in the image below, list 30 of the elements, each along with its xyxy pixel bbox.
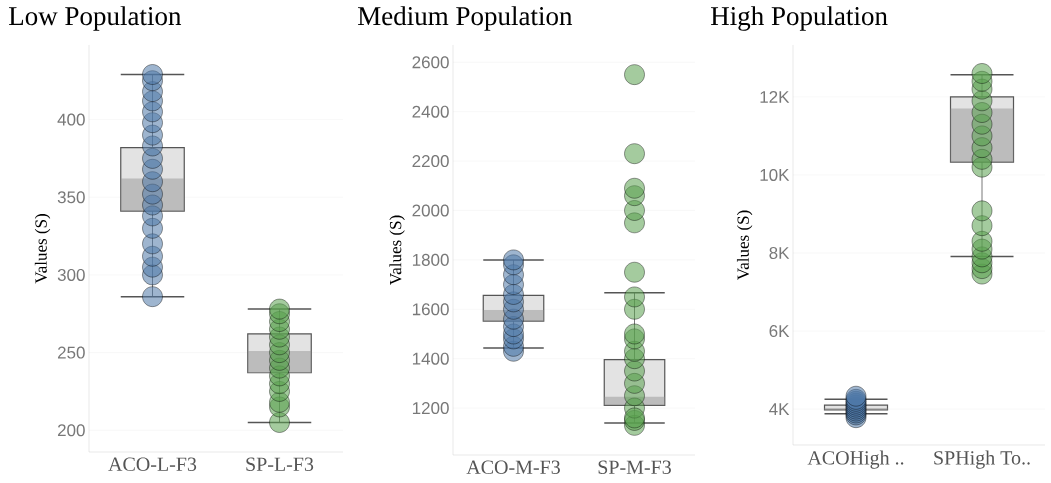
y-axis-title: Values (S): [34, 214, 51, 284]
y-tick-label: 2000: [412, 204, 449, 217]
y-tick-label: 1200: [412, 402, 449, 415]
y-tick-label: 2600: [412, 56, 449, 69]
y-tick-label: 10K: [760, 168, 790, 181]
x-tick-label: ACO-L-F3: [108, 457, 197, 471]
y-tick-label: 250: [57, 346, 85, 359]
chart-title: High Population: [710, 6, 888, 31]
chart-title: Low Population: [8, 6, 182, 31]
y-tick-label: 200: [57, 424, 85, 437]
y-axis-title: Values (S): [389, 215, 405, 285]
x-tick-label: ACO-M-F3: [466, 460, 560, 474]
y-tick-label: 1800: [412, 253, 449, 266]
y-tick-label: 400: [57, 113, 85, 126]
y-axis-title: Values (S): [736, 210, 753, 280]
chart-title: Medium Population: [357, 6, 573, 31]
x-tick-label: ACOHigh ..: [807, 450, 904, 469]
x-tick-label: SPHigh To..: [934, 450, 1030, 469]
y-tick-label: 350: [57, 191, 85, 204]
y-tick-label: 300: [57, 268, 85, 281]
x-tick-label: SP-M-F3: [598, 460, 671, 474]
y-tick-label: 2400: [412, 105, 449, 118]
y-tick-label: 12K: [760, 90, 790, 103]
y-tick-label: 2200: [412, 155, 449, 168]
y-tick-label: 1400: [412, 352, 449, 365]
x-tick-label: SP-L-F3: [246, 457, 314, 471]
y-tick-label: 8K: [769, 246, 790, 260]
y-tick-label: 6K: [769, 325, 790, 338]
y-tick-label: 1600: [412, 303, 449, 316]
y-tick-label: 4K: [769, 403, 790, 415]
